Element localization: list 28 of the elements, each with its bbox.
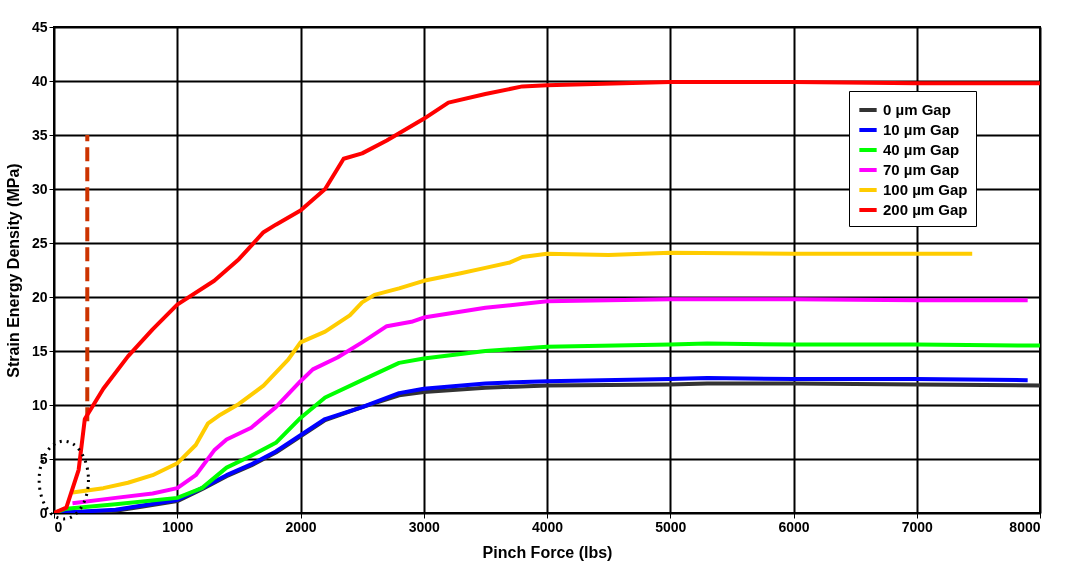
x-tick-label: 4000 (531, 518, 564, 535)
x-axis-title: Pinch Force (lbs) (482, 543, 613, 561)
x-tick-label: 0 (54, 518, 63, 535)
y-tick-label: 0 (39, 504, 48, 521)
y-tick-label: 40 (31, 72, 48, 89)
legend-label: 10 µm Gap (883, 121, 960, 138)
y-tick-label: 10 (31, 396, 48, 413)
x-tick-label: 5000 (655, 518, 687, 535)
legend-label: 100 µm Gap (883, 181, 968, 198)
legend-label: 200 µm Gap (883, 201, 968, 218)
x-tick-label: 6000 (778, 518, 810, 535)
x-tick-label: 8000 (1009, 518, 1041, 535)
y-tick-label: 25 (31, 234, 48, 251)
y-tick-label: 35 (31, 126, 48, 143)
legend-label: 40 µm Gap (883, 141, 960, 158)
line-series (70, 250, 975, 495)
x-tick-label: 3000 (408, 518, 441, 535)
y-tick-label: 45 (31, 18, 48, 35)
x-tick-label: 2000 (285, 518, 317, 535)
x-tick-label: 7000 (901, 518, 934, 535)
y-tick-label: 30 (31, 180, 48, 197)
y-tick-label: 20 (31, 288, 48, 305)
legend-label: 70 µm Gap (883, 161, 960, 178)
x-tick-label: 1000 (162, 518, 194, 535)
line-series (70, 297, 1030, 506)
legend-label: 0 µm Gap (883, 101, 951, 118)
y-axis-title: Strain Energy Density (MPa) (4, 163, 22, 378)
y-tick-label: 15 (31, 342, 48, 359)
